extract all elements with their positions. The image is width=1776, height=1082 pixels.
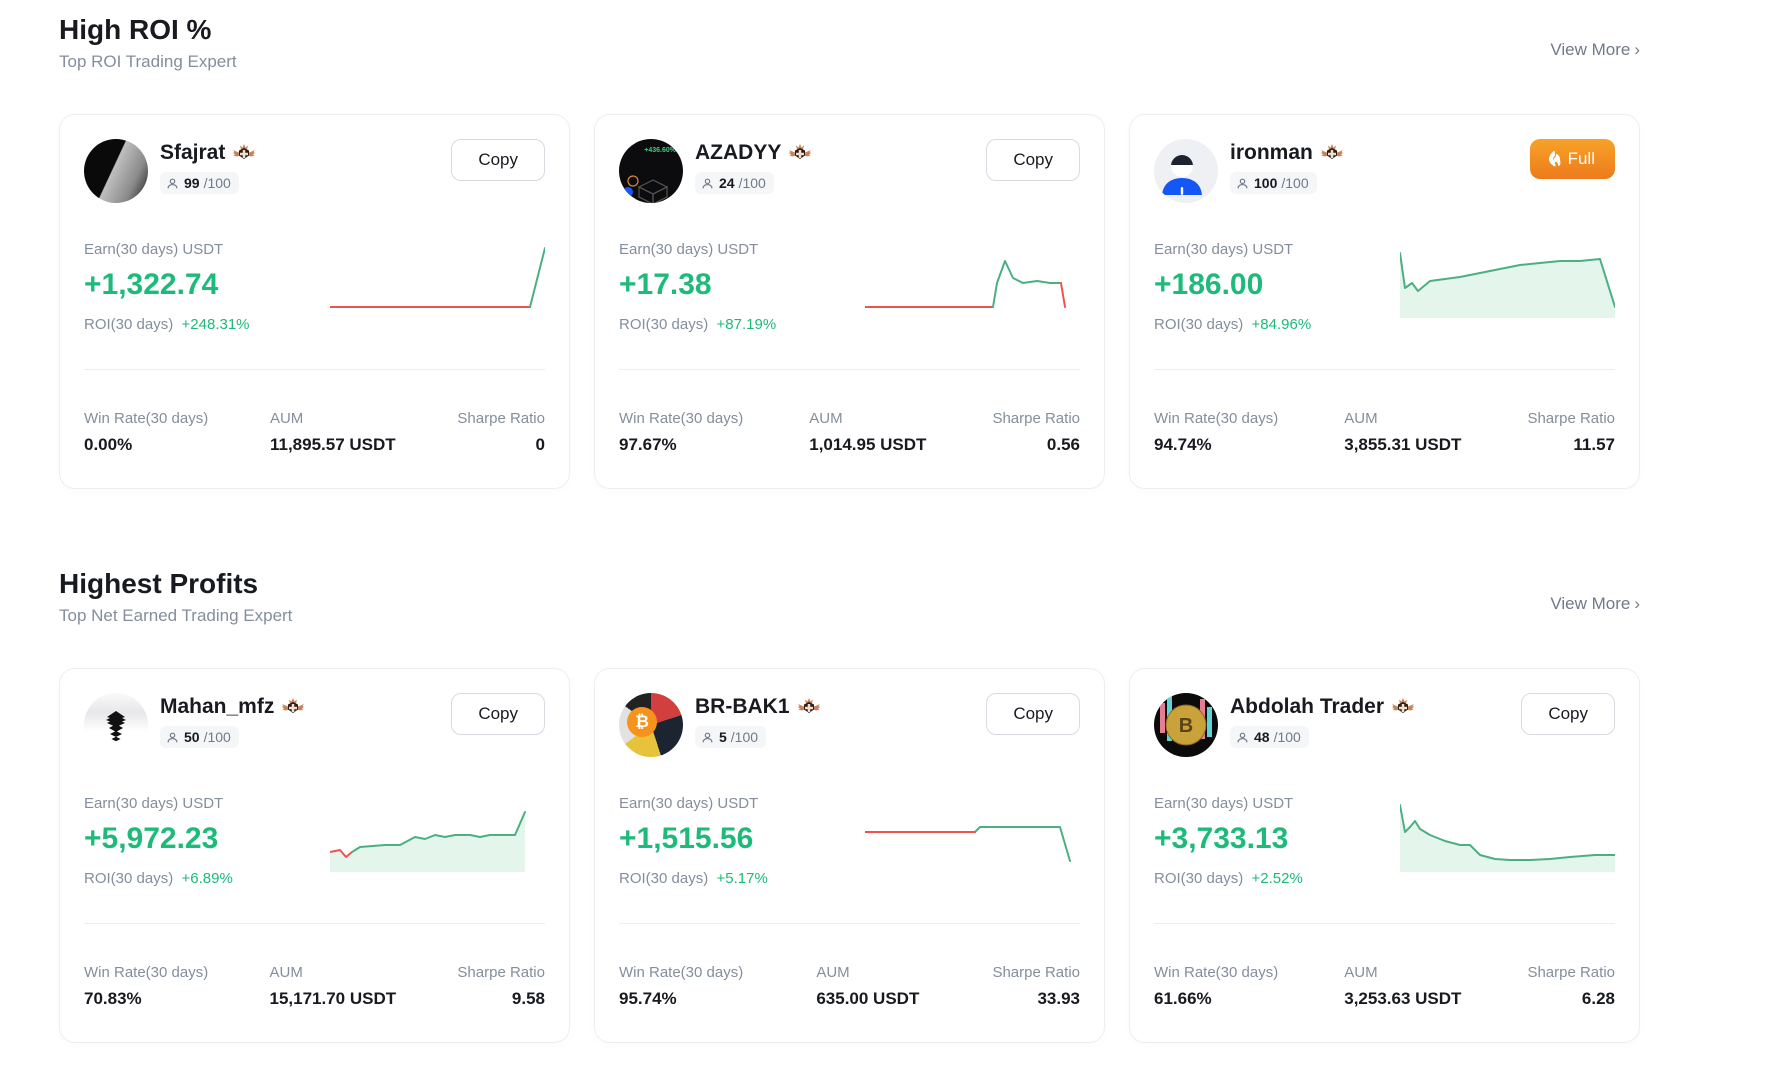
svg-text:B: B <box>1179 715 1193 737</box>
